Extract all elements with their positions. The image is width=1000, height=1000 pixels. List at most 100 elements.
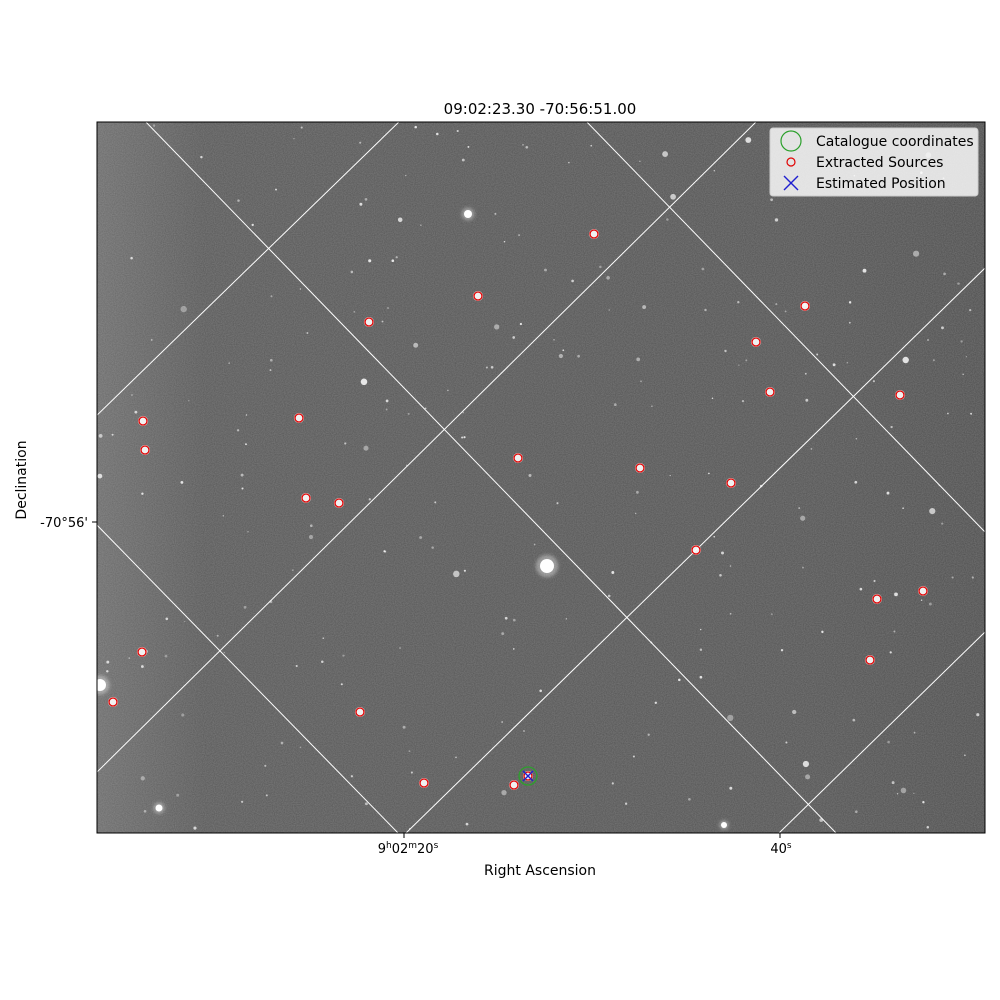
estimated-layer (522, 770, 534, 782)
background-star (385, 408, 388, 411)
background-star (816, 353, 819, 356)
source-star (334, 498, 344, 508)
background-star (405, 174, 407, 177)
background-star (293, 138, 295, 140)
background-star (381, 320, 384, 323)
background-star (467, 145, 470, 148)
x-tick-label-1: 40s (770, 841, 792, 857)
chart-title: 09:02:23.30 -70:56:51.00 (444, 100, 637, 118)
background-star (359, 141, 362, 144)
background-star (419, 536, 423, 539)
background-star (188, 400, 190, 402)
background-star (456, 129, 459, 133)
source-star (865, 655, 875, 665)
background-star (106, 670, 109, 673)
background-star (606, 275, 610, 280)
legend-extracted-label: Extracted Sources (816, 155, 943, 171)
background-star (780, 649, 784, 652)
background-star (666, 218, 669, 221)
extracted-source-point (108, 697, 118, 707)
background-star (368, 498, 371, 501)
background-star (941, 522, 944, 525)
source-star (872, 594, 882, 604)
bright-star (464, 210, 472, 218)
background-star (539, 689, 542, 693)
background-star (556, 502, 559, 505)
background-star (654, 701, 658, 705)
background-star (553, 338, 555, 341)
background-star (523, 730, 525, 732)
background-star (577, 354, 580, 358)
background-star (402, 725, 406, 729)
background-star (700, 628, 702, 631)
background-star (512, 648, 515, 650)
background-star (775, 303, 778, 306)
background-star (670, 193, 676, 200)
background-star (130, 256, 133, 260)
background-star (855, 437, 858, 440)
background-star (407, 412, 410, 415)
background-star (152, 124, 156, 127)
background-star (164, 654, 168, 658)
background-star (774, 218, 779, 222)
background-star (590, 144, 592, 147)
background-star (562, 349, 565, 352)
background-star (886, 491, 890, 495)
background-star (651, 405, 653, 407)
background-star (143, 809, 147, 813)
background-star (368, 259, 372, 263)
plot-frame (96, 121, 986, 834)
background-star (770, 613, 773, 616)
background-star (200, 155, 203, 159)
source-star (765, 387, 775, 397)
background-star (97, 473, 103, 479)
background-star (805, 774, 811, 780)
background-star (965, 356, 968, 358)
background-star (240, 800, 244, 803)
background-star (463, 436, 466, 439)
background-star (384, 550, 387, 553)
background-star (300, 126, 303, 129)
background-star (798, 507, 801, 510)
grid-line (778, 631, 985, 833)
background-star (228, 362, 231, 364)
catalogue-layer (518, 766, 538, 786)
extracted-source-point (364, 317, 374, 327)
background-star (729, 786, 733, 790)
extracted-source-point (523, 771, 533, 781)
source-star (140, 445, 150, 455)
background-star (727, 714, 734, 722)
background-star (741, 399, 745, 403)
background-star (518, 234, 521, 237)
background-star (280, 741, 284, 745)
background-star (431, 546, 434, 549)
background-star (525, 145, 529, 149)
bright-star (721, 822, 727, 828)
background-star (501, 721, 503, 723)
background-star (434, 501, 437, 504)
legend: Catalogue coordinates Extracted Sources … (769, 127, 979, 197)
legend-estimated-marker (783, 175, 799, 191)
source-star (691, 545, 701, 555)
background-star (350, 775, 354, 778)
background-star (565, 618, 567, 620)
image-noise (97, 122, 985, 833)
background-star (784, 310, 787, 313)
background-star (636, 357, 641, 362)
background-star (295, 664, 298, 668)
background-star (306, 332, 309, 334)
background-star (846, 362, 848, 364)
background-star (611, 782, 614, 785)
extracted-source-point (294, 413, 304, 423)
background-star (970, 412, 973, 415)
extracted-source-point (334, 498, 344, 508)
background-star (634, 512, 637, 515)
background-star (455, 756, 457, 759)
background-star (436, 132, 439, 136)
estimated-position-point (522, 770, 534, 782)
background-star (241, 487, 244, 490)
background-star (193, 826, 197, 830)
background-star (887, 740, 890, 744)
background-star (291, 569, 294, 572)
background-star (340, 683, 343, 686)
